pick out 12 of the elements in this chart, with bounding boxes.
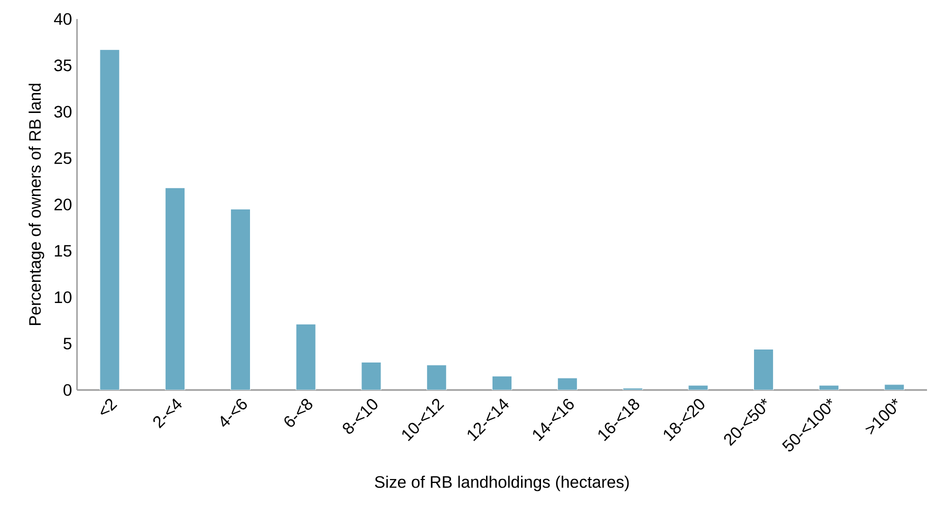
y-tick-label: 15: [54, 245, 72, 257]
x-axis-title: Size of RB landholdings (hectares): [374, 476, 629, 492]
y-tick-label: 0: [64, 384, 72, 396]
y-tick-label: 35: [54, 60, 72, 72]
y-tick-label: 5: [64, 338, 72, 350]
y-tick-label: 25: [54, 152, 72, 164]
y-axis-title: Percentage of owners of RB land: [28, 84, 44, 325]
x-tick-label: <2: [100, 398, 118, 415]
y-tick-label: 40: [54, 13, 72, 25]
y-tick-label: 10: [54, 291, 72, 304]
y-tick-label: 30: [54, 106, 72, 118]
y-tick-label: 20: [54, 198, 72, 210]
